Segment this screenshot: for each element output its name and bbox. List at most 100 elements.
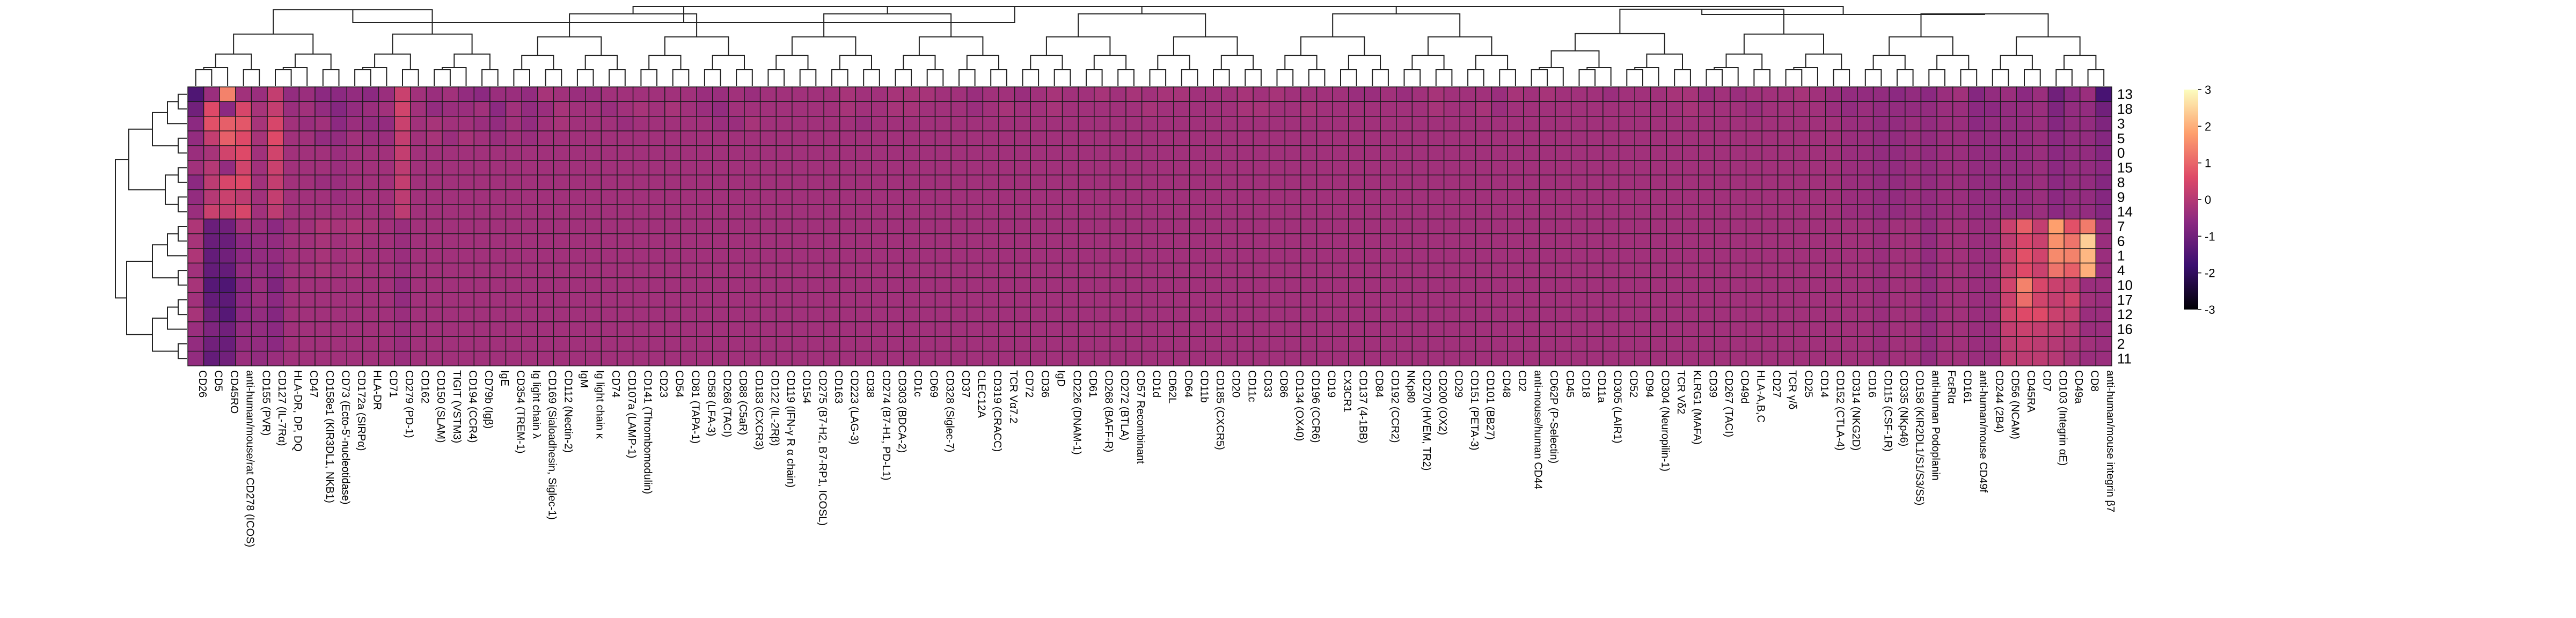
- heatmap-cell: [759, 350, 777, 366]
- heatmap-cell: [792, 101, 809, 117]
- heatmap-cell: [1777, 204, 1795, 220]
- heatmap-cell: [203, 262, 220, 278]
- heatmap-cell: [1348, 130, 1365, 146]
- heatmap-cell: [1157, 86, 1174, 102]
- heatmap-cell: [2000, 189, 2017, 205]
- heatmap-cell: [1857, 218, 1874, 234]
- heatmap-cell: [1094, 189, 1111, 205]
- heatmap-cell: [744, 189, 761, 205]
- heatmap-cell: [2063, 306, 2081, 322]
- heatmap-cell: [346, 86, 363, 102]
- heatmap-cell: [664, 174, 682, 190]
- heatmap-cell: [1157, 130, 1174, 146]
- heatmap-cell: [267, 101, 284, 117]
- heatmap-cell: [505, 204, 522, 220]
- heatmap-cell: [1141, 116, 1159, 131]
- heatmap-cell: [1745, 350, 1762, 366]
- heatmap-cell: [1411, 350, 1429, 366]
- heatmap-cell: [1872, 116, 1890, 131]
- heatmap-cell: [1936, 160, 1953, 175]
- heatmap-cell: [298, 174, 316, 190]
- heatmap-cell: [1602, 248, 1620, 264]
- heatmap-cell: [1745, 306, 1762, 322]
- heatmap-cell: [1889, 145, 1906, 161]
- heatmap-cell: [1411, 277, 1429, 293]
- heatmap-cell: [1889, 292, 1906, 308]
- row-label: 13: [2117, 86, 2133, 102]
- heatmap-cell: [457, 145, 475, 161]
- heatmap-cell: [187, 160, 204, 175]
- heatmap-cell: [1332, 174, 1349, 190]
- heatmap-cell: [1014, 130, 1031, 146]
- heatmap-cell: [903, 189, 920, 205]
- heatmap-cell: [1411, 189, 1429, 205]
- heatmap-cell: [1491, 292, 1508, 308]
- heatmap-cell: [1332, 116, 1349, 131]
- heatmap-cell: [1650, 130, 1667, 146]
- heatmap-cell: [1221, 336, 1238, 352]
- heatmap-cell: [1332, 130, 1349, 146]
- heatmap-cell: [1459, 321, 1476, 337]
- heatmap-cell: [823, 233, 840, 249]
- heatmap-cell: [203, 130, 220, 146]
- heatmap-cell: [1109, 306, 1126, 322]
- heatmap-cell: [1443, 86, 1460, 102]
- heatmap-cell: [1236, 292, 1254, 308]
- heatmap-cell: [982, 130, 999, 146]
- heatmap-cell: [1682, 306, 1699, 322]
- heatmap-cell: [1857, 174, 1874, 190]
- heatmap-cell: [442, 174, 459, 190]
- heatmap-cell: [1078, 145, 1095, 161]
- heatmap-cell: [982, 292, 999, 308]
- heatmap-cell: [887, 321, 904, 337]
- heatmap-cell: [457, 160, 475, 175]
- heatmap-cell: [1380, 130, 1397, 146]
- heatmap-cell: [744, 248, 761, 264]
- column-label: CD16: [1866, 370, 1878, 398]
- heatmap-cell: [982, 145, 999, 161]
- heatmap-cell: [982, 101, 999, 117]
- heatmap-cell: [1793, 145, 1810, 161]
- heatmap-cell: [664, 350, 682, 366]
- dendrogram-branch: [282, 67, 308, 86]
- heatmap-cell: [489, 262, 507, 278]
- heatmap-cell: [283, 321, 300, 337]
- heatmap-cell: [1300, 233, 1318, 249]
- dendrogram-branch: [178, 343, 187, 359]
- heatmap-cell: [1539, 160, 1556, 175]
- heatmap-cell: [919, 262, 936, 278]
- heatmap-cell: [251, 174, 268, 190]
- heatmap-cell: [919, 86, 936, 102]
- heatmap-cell: [950, 145, 968, 161]
- heatmap-cell: [1761, 350, 1779, 366]
- heatmap-cell: [1062, 101, 1079, 117]
- heatmap-cell: [1141, 145, 1159, 161]
- heatmap-cell: [1539, 336, 1556, 352]
- heatmap-cell: [1523, 248, 1540, 264]
- heatmap-cell: [1745, 233, 1762, 249]
- heatmap-cell: [1348, 101, 1365, 117]
- heatmap-cell: [2047, 130, 2065, 146]
- heatmap-cell: [2063, 218, 2081, 234]
- heatmap-cell: [362, 189, 379, 205]
- heatmap-cell: [1205, 116, 1222, 131]
- heatmap-cell: [712, 116, 729, 131]
- heatmap-cell: [1284, 130, 1301, 146]
- heatmap-cell: [267, 321, 284, 337]
- heatmap-cell: [1221, 101, 1238, 117]
- heatmap-cell: [346, 248, 363, 264]
- heatmap-cell: [553, 174, 570, 190]
- heatmap-cell: [553, 218, 570, 234]
- heatmap-cell: [871, 350, 888, 366]
- heatmap-cell: [1125, 233, 1143, 249]
- heatmap-cell: [1745, 218, 1762, 234]
- heatmap-cell: [473, 86, 491, 102]
- heatmap-cell: [2047, 233, 2065, 249]
- heatmap-cell: [1189, 174, 1206, 190]
- heatmap-cell: [283, 350, 300, 366]
- heatmap-cell: [1539, 306, 1556, 322]
- heatmap-cell: [823, 130, 840, 146]
- heatmap-cell: [2016, 321, 2033, 337]
- heatmap-cell: [314, 262, 332, 278]
- heatmap-cell: [1205, 262, 1222, 278]
